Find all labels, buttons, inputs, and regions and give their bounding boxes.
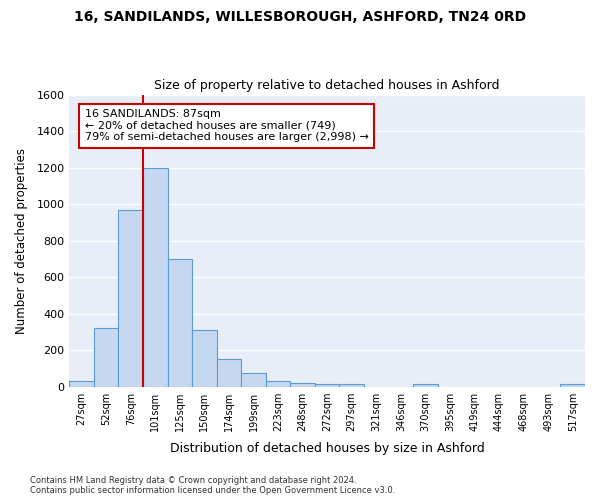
Title: Size of property relative to detached houses in Ashford: Size of property relative to detached ho… (154, 79, 500, 92)
Bar (143, 168, 167, 386)
Text: Contains HM Land Registry data © Crown copyright and database right 2024.
Contai: Contains HM Land Registry data © Crown c… (30, 476, 395, 495)
Bar (118, 210, 143, 386)
Bar (340, 384, 364, 386)
Bar (560, 384, 585, 386)
Bar (217, 358, 241, 386)
Bar (192, 330, 217, 386)
Bar (266, 381, 290, 386)
Bar (94, 328, 118, 386)
X-axis label: Distribution of detached houses by size in Ashford: Distribution of detached houses by size … (170, 442, 485, 455)
Bar (167, 259, 192, 386)
Text: 16 SANDILANDS: 87sqm
← 20% of detached houses are smaller (749)
79% of semi-deta: 16 SANDILANDS: 87sqm ← 20% of detached h… (85, 109, 368, 142)
Bar (290, 383, 315, 386)
Text: 16, SANDILANDS, WILLESBOROUGH, ASHFORD, TN24 0RD: 16, SANDILANDS, WILLESBOROUGH, ASHFORD, … (74, 10, 526, 24)
Y-axis label: Number of detached properties: Number of detached properties (15, 148, 28, 334)
Bar (413, 384, 437, 386)
Bar (315, 384, 340, 386)
Bar (241, 373, 266, 386)
Bar (70, 382, 94, 386)
